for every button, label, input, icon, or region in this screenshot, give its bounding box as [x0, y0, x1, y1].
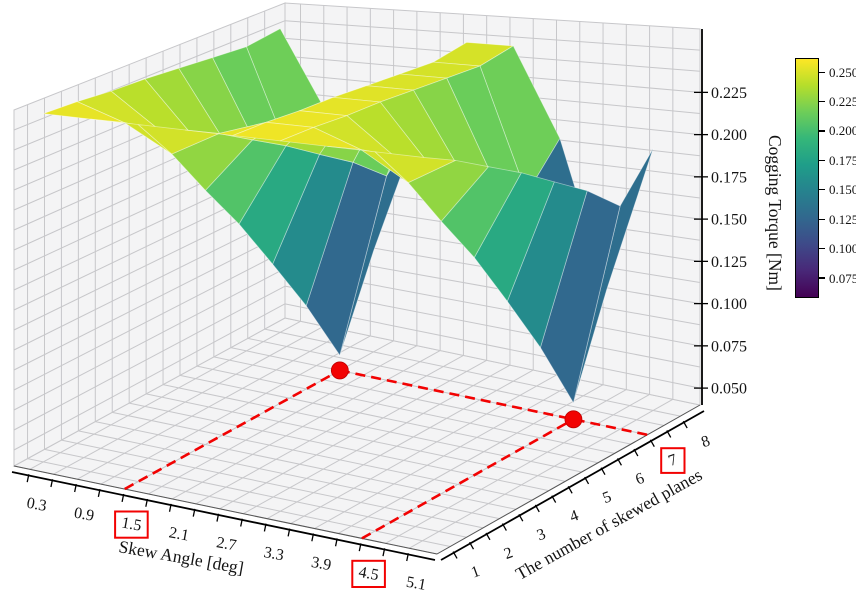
tick-label: 5.1: [405, 574, 428, 594]
tick-label: 3.3: [262, 544, 285, 564]
tick-label: 5: [600, 488, 613, 507]
minima-projection-lines: [124, 369, 648, 540]
tick-label: 0.100: [711, 296, 747, 313]
tick-label: 2: [502, 544, 515, 563]
tick-label: 0.200: [711, 127, 747, 144]
tick-label: 0.150: [711, 212, 747, 229]
floor-front-edges: [13, 404, 701, 555]
tick-label: 0.125: [711, 254, 747, 271]
tick-label: 6: [633, 470, 646, 489]
highlight-box: [114, 510, 149, 539]
tick-label: 4: [568, 507, 581, 526]
tick-label: 2.7: [215, 534, 238, 554]
tick-label: 8: [699, 433, 712, 452]
highlighted-tick-boxes: [114, 447, 686, 588]
tick-label: 0.225: [711, 85, 747, 102]
minimum-marker: [330, 361, 349, 380]
z-tick-labels: 0.050 0.075 0.100 0.125 0.150 0.175 0.200 0.225: [711, 85, 747, 398]
tick-label: 0.3: [25, 495, 48, 515]
highlight-box: [351, 559, 386, 588]
tick-label: 3: [535, 526, 548, 545]
tick-label: 0.075: [711, 338, 747, 355]
tick-label: 4.5: [357, 564, 380, 584]
colorbar: [795, 58, 819, 298]
surface-mesh: [42, 28, 654, 404]
axis-lines: [11, 29, 705, 561]
tick-label: 0.175: [711, 169, 747, 186]
tick-label: 0.9: [73, 505, 96, 525]
tick-label: 2.1: [168, 524, 191, 544]
x-axis-line: [11, 471, 436, 561]
axis-tick-marks: [26, 91, 708, 562]
y-axis-line: [440, 410, 705, 561]
z-axis-title: Cogging Torque [Nm]: [765, 135, 785, 291]
tick-label: 1: [469, 563, 482, 582]
minima-markers: [330, 361, 583, 429]
tick-label: 3.9: [310, 554, 333, 574]
tick-label: 1.5: [120, 514, 143, 534]
tick-label: 7: [666, 451, 679, 470]
minimum-marker: [564, 410, 583, 429]
highlight-box: [660, 447, 686, 474]
x-tick-labels: 0.3 0.9 1.5 2.1 2.7 3.3 3.9 4.5 5.1: [25, 495, 427, 594]
tick-label: 0.050: [711, 381, 747, 398]
